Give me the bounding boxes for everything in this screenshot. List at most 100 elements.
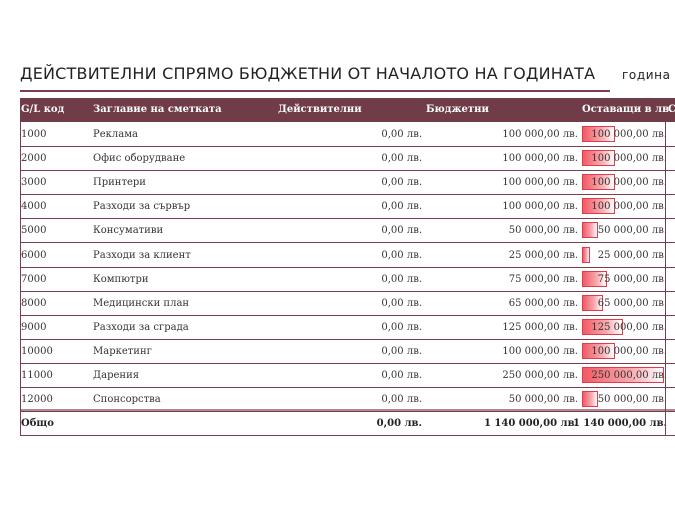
cell-actual: 0,00 лв. [381, 321, 422, 333]
cell-budget: 100 000,00 лв. [502, 129, 578, 140]
header-remaining[interactable]: Оставащи в лв. [582, 104, 673, 115]
header-budget[interactable]: Бюджетни [426, 104, 489, 115]
cell-account-name: Дарения [93, 370, 140, 381]
table-row[interactable]: 7000 Компютри 0,00 лв. 75 000,00 лв. 75 000,… [20, 267, 675, 292]
table-row[interactable]: 6000 Разходи за клиент 0,00 лв. 25 000,00 л… [20, 243, 675, 268]
remaining-data-bar [582, 246, 590, 263]
cell-budget: 125 000,00 лв. [502, 321, 578, 333]
cell-remaining: 100 000,00 лв. [591, 177, 667, 189]
total-remaining: 1 140 000,00 лв. [572, 418, 667, 429]
table-row[interactable]: 1000 Реклама 0,00 лв. 100 000,00 лв. 100 000… [20, 122, 675, 147]
total-row[interactable]: Общо 0,00 лв. 1 140 000,00 лв. 1 140 000… [20, 411, 675, 436]
cell-code: 12000 [21, 394, 53, 406]
cell-actual: 0,00 лв. [381, 345, 422, 357]
remaining-data-bar [582, 126, 615, 142]
cell-budget: 250 000,00 лв. [502, 370, 578, 381]
cell-actual: 0,00 лв. [381, 370, 422, 381]
remaining-data-bar [582, 318, 623, 335]
header-code[interactable]: G/L код [21, 104, 65, 115]
cell-remaining: 250 000,00 лв. [591, 370, 667, 381]
title-divider [20, 90, 610, 92]
cell-actual: 0,00 лв. [381, 153, 422, 165]
cell-account-name: Спонсорства [93, 394, 161, 406]
cell-account-name: Медицински план [93, 297, 190, 309]
budget-table: G/L код Заглавие на сметката Действителн… [20, 98, 675, 438]
table-row[interactable]: 12000 Спонсорства 0,00 лв. 50 000,00 лв. 50 … [20, 387, 675, 413]
remaining-data-bar [582, 270, 607, 287]
cell-code: 1000 [21, 129, 47, 140]
cell-remaining: 65 000,00 лв. [597, 297, 667, 309]
cell-remaining: 50 000,00 лв. [597, 394, 667, 406]
cell-account-name: Разходи за сграда [93, 321, 189, 333]
cell-budget: 100 000,00 лв. [502, 153, 578, 165]
cell-remaining: 100 000,00 лв. [591, 345, 667, 357]
column-border [665, 122, 666, 435]
cell-actual: 0,00 лв. [381, 249, 422, 261]
cell-actual: 0,00 лв. [381, 297, 422, 309]
total-actual: 0,00 лв. [376, 418, 422, 429]
left-border [20, 122, 21, 435]
table-row[interactable]: 2000 Офис оборудване 0,00 лв. 100 000,00 лв… [20, 146, 675, 172]
cell-actual: 0,00 лв. [381, 225, 422, 237]
cell-account-name: Реклама [93, 129, 138, 140]
table-row[interactable]: 9000 Разходи за сграда 0,00 лв. 125 000,00 … [20, 315, 675, 340]
cell-remaining: 75 000,00 лв. [597, 273, 667, 285]
cell-budget: 50 000,00 лв. [508, 394, 578, 406]
table-row[interactable]: 11000 Дарения 0,00 лв. 250 000,00 лв. 250 00… [20, 363, 675, 388]
cell-budget: 100 000,00 лв. [502, 177, 578, 189]
cell-account-name: Офис оборудване [93, 153, 186, 165]
table-row[interactable]: 8000 Медицински план 0,00 лв. 65 000,00 лв.… [20, 291, 675, 316]
remaining-data-bar [582, 294, 603, 311]
cell-code: 9000 [21, 321, 47, 333]
total-label: Общо [21, 418, 54, 429]
cell-code: 6000 [21, 249, 47, 261]
table-row[interactable]: 3000 Принтери 0,00 лв. 100 000,00 лв. 100 00… [20, 170, 675, 196]
table-row[interactable]: 5000 Консумативи 0,00 лв. 50 000,00 лв. 50 0… [20, 218, 675, 244]
cell-actual: 0,00 лв. [381, 201, 422, 213]
remaining-data-bar [582, 150, 615, 167]
cell-account-name: Консумативи [93, 225, 164, 237]
cell-budget: 100 000,00 лв. [502, 201, 578, 213]
remaining-data-bar [582, 222, 598, 239]
cell-budget: 100 000,00 лв. [502, 345, 578, 357]
table-header: G/L код Заглавие на сметката Действителн… [20, 98, 675, 122]
cell-code: 2000 [21, 153, 47, 165]
cell-remaining: 50 000,00 лв. [597, 225, 667, 237]
cell-remaining: 100 000,00 лв. [591, 129, 667, 140]
total-divider [20, 409, 675, 411]
cell-code: 4000 [21, 201, 47, 213]
remaining-data-bar [582, 198, 615, 215]
cell-actual: 0,00 лв. [381, 394, 422, 406]
cell-remaining: 100 000,00 лв. [591, 153, 667, 165]
remaining-data-bar [582, 367, 664, 383]
cell-account-name: Маркетинг [93, 345, 152, 357]
cell-remaining: 125 000,00 лв. [591, 321, 667, 333]
cell-actual: 0,00 лв. [381, 273, 422, 285]
cell-actual: 0,00 лв. [381, 177, 422, 189]
cell-account-name: Компютри [93, 273, 149, 285]
header-actual[interactable]: Действителни [278, 104, 362, 115]
cell-code: 7000 [21, 273, 47, 285]
cell-code: 5000 [21, 225, 47, 237]
cell-account-name: Разходи за клиент [93, 249, 191, 261]
year-label: година [622, 68, 671, 82]
cell-code: 10000 [21, 345, 53, 357]
cell-code: 11000 [21, 370, 53, 381]
cell-remaining: 25 000,00 лв. [597, 249, 667, 261]
cell-budget: 25 000,00 лв. [508, 249, 578, 261]
cell-account-name: Принтери [93, 177, 146, 189]
header-account-name[interactable]: Заглавие на сметката [93, 104, 222, 115]
table-row[interactable]: 4000 Разходи за сървър 0,00 лв. 100 000,00 … [20, 194, 675, 220]
cell-code: 8000 [21, 297, 47, 309]
cell-remaining: 100 000,00 лв. [591, 201, 667, 213]
table-row[interactable]: 10000 Маркетинг 0,00 лв. 100 000,00 лв. 100 … [20, 339, 675, 364]
remaining-data-bar [582, 342, 615, 359]
remaining-data-bar [582, 391, 598, 408]
total-budget: 1 140 000,00 лв. [483, 418, 578, 429]
cell-actual: 0,00 лв. [381, 129, 422, 140]
header-overflow[interactable]: С [668, 104, 675, 115]
cell-account-name: Разходи за сървър [93, 201, 191, 213]
remaining-data-bar [582, 174, 615, 191]
cell-budget: 75 000,00 лв. [508, 273, 578, 285]
cell-budget: 65 000,00 лв. [508, 297, 578, 309]
